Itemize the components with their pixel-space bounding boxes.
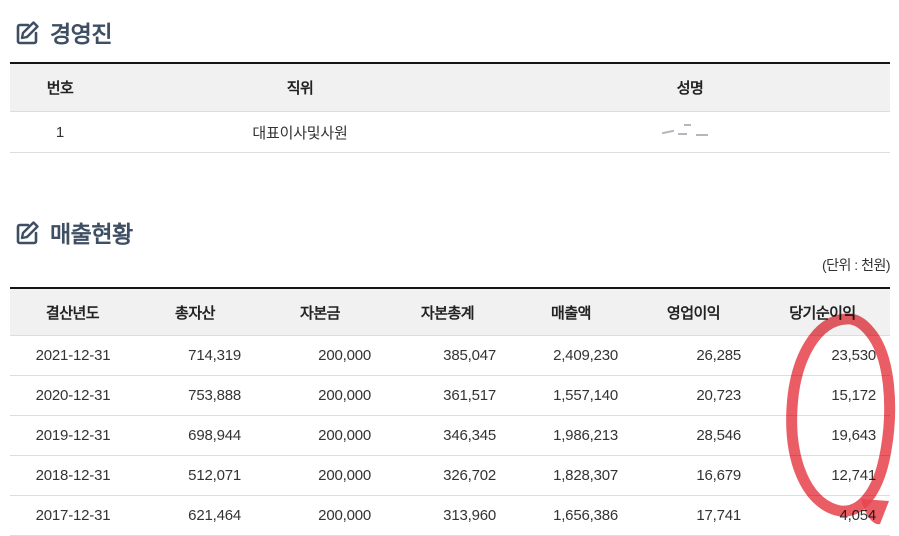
cell-revenue: 1,986,213 [510,415,632,456]
col-header-position: 직위 [110,63,490,112]
cell-revenue: 1,557,140 [510,375,632,416]
cell-total-assets: 512,071 [135,455,255,496]
cell-net-income: 12,741 [755,455,890,496]
col-header-fiscal-year: 결산년도 [10,288,135,336]
col-header-total-equity: 자본총계 [385,288,510,336]
cell-net-income: 4,054 [755,495,890,536]
cell-total-equity: 326,702 [385,455,510,496]
cell-fiscal-year: 2021-12-31 [10,335,135,376]
cell-revenue: 2,409,230 [510,335,632,376]
cell-fiscal-year: 2020-12-31 [10,375,135,416]
cell-total-assets: 621,464 [135,495,255,536]
cell-net-income: 15,172 [755,375,890,416]
cell-capital: 200,000 [255,375,385,416]
cell-total-equity: 385,047 [385,335,510,376]
cell-total-assets: 753,888 [135,375,255,416]
cell-total-equity: 361,517 [385,375,510,416]
executive-position: 대표이사및사원 [110,111,490,153]
executive-name-redacted [660,122,720,138]
cell-net-income: 19,643 [755,415,890,456]
cell-capital: 200,000 [255,455,385,496]
table-row: 2017-12-31 621,464 200,000 313,960 1,656… [10,495,890,536]
cell-total-equity: 313,960 [385,495,510,536]
sales-title-label: 매출현황 [50,221,133,247]
unit-note: (단위 : 천원) [821,257,891,273]
table-row: 2018-12-31 512,071 200,000 326,702 1,828… [10,455,890,496]
executives-section-title: 경영진 [14,0,899,47]
col-header-capital: 자본금 [255,288,385,336]
cell-capital: 200,000 [255,495,385,536]
col-header-no: 번호 [10,63,110,112]
executive-no: 1 [10,111,110,153]
col-header-total-assets: 총자산 [135,288,255,336]
col-header-operating-profit: 영업이익 [632,288,755,336]
col-header-name: 성명 [490,63,890,112]
col-header-net-income: 당기순이익 [755,288,890,336]
cell-operating-profit: 16,679 [632,455,755,496]
cell-total-assets: 714,319 [135,335,255,376]
table-row: 2020-12-31 753,888 200,000 361,517 1,557… [10,375,890,416]
cell-total-assets: 698,944 [135,415,255,456]
cell-capital: 200,000 [255,335,385,376]
sales-section-title: 매출현황 [14,217,899,247]
cell-fiscal-year: 2017-12-31 [10,495,135,536]
cell-operating-profit: 17,741 [632,495,755,536]
executives-title-label: 경영진 [50,21,112,47]
cell-fiscal-year: 2019-12-31 [10,415,135,456]
table-row: 2021-12-31 714,319 200,000 385,047 2,409… [10,335,890,376]
cell-operating-profit: 26,285 [632,335,755,376]
table-row: 1 대표이사및사원 [10,111,890,153]
sales-header-row: 결산년도 총자산 자본금 자본총계 매출액 영업이익 당기순이익 [10,288,890,336]
executives-table: 번호 직위 성명 1 대표이사및사원 [10,62,890,153]
edit-icon [14,19,41,46]
table-row: 2019-12-31 698,944 200,000 346,345 1,986… [10,415,890,456]
edit-icon [14,219,41,246]
cell-revenue: 1,656,386 [510,495,632,536]
cell-operating-profit: 28,546 [632,415,755,456]
sales-table: 결산년도 총자산 자본금 자본총계 매출액 영업이익 당기순이익 2021-12… [10,287,890,536]
executive-name-cell [490,111,890,153]
cell-capital: 200,000 [255,415,385,456]
cell-total-equity: 346,345 [385,415,510,456]
cell-operating-profit: 20,723 [632,375,755,416]
cell-fiscal-year: 2018-12-31 [10,455,135,496]
col-header-revenue: 매출액 [510,288,632,336]
cell-revenue: 1,828,307 [510,455,632,496]
cell-net-income: 23,530 [755,335,890,376]
executives-header-row: 번호 직위 성명 [10,63,890,112]
